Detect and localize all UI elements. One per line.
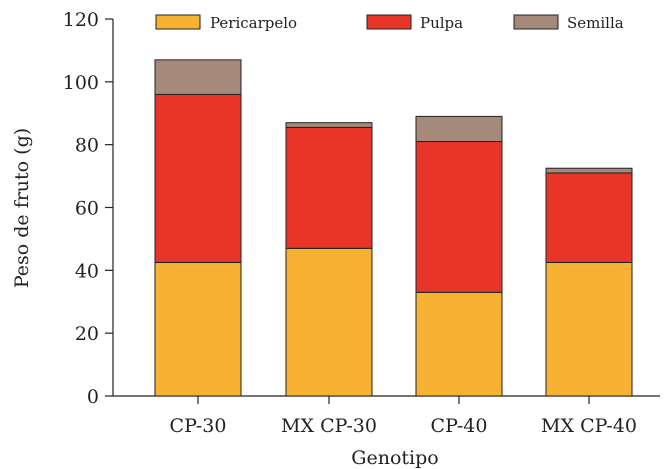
y-tick-label: 80 — [75, 135, 99, 157]
x-tick-label: CP-30 — [170, 415, 227, 437]
legend-label-semilla: Semilla — [567, 14, 624, 32]
legend-swatch-pulpa — [366, 14, 412, 30]
x-tick-label: CP-40 — [431, 415, 488, 437]
x-axis-title: Genotipo — [351, 447, 438, 469]
legend-label-pericarpelo: Pericarpelo — [210, 14, 297, 32]
legend: Pericarpelo Pulpa Semilla — [155, 14, 624, 32]
bar-segment-pulpa — [415, 141, 503, 293]
y-tick-label: 20 — [75, 323, 99, 345]
x-tick-label: MX CP-40 — [541, 415, 637, 437]
bars — [154, 59, 633, 397]
y-tick-label: 100 — [63, 72, 99, 94]
bar-segment-pulpa — [154, 93, 242, 263]
axes: 0 20 40 60 80 100 120 CP-30 MX CP-30 CP-40 MX CP-4… — [63, 9, 660, 437]
bar-segment-semilla — [154, 59, 242, 95]
bar-segment-semilla — [545, 167, 633, 174]
legend-swatch-semilla — [513, 14, 559, 30]
legend-swatch-pericarpelo — [155, 14, 201, 30]
y-tick-label: 120 — [63, 9, 99, 31]
bar-segment-pericarpelo — [545, 261, 633, 397]
bar-segment-semilla — [285, 122, 373, 128]
bar-segment-pericarpelo — [285, 247, 373, 397]
y-tick-label: 0 — [87, 386, 99, 408]
bar-segment-pericarpelo — [154, 261, 242, 397]
bar-segment-pericarpelo — [415, 291, 503, 397]
y-tick-label: 40 — [75, 260, 99, 282]
legend-label-pulpa: Pulpa — [420, 14, 463, 32]
x-tick-label: MX CP-30 — [281, 415, 377, 437]
y-axis-title: Peso de fruto (g) — [11, 128, 33, 288]
bar-segment-pulpa — [285, 126, 373, 249]
bar-segment-pulpa — [545, 172, 633, 263]
y-tick-label: 60 — [75, 198, 99, 220]
bar-segment-semilla — [415, 115, 503, 143]
